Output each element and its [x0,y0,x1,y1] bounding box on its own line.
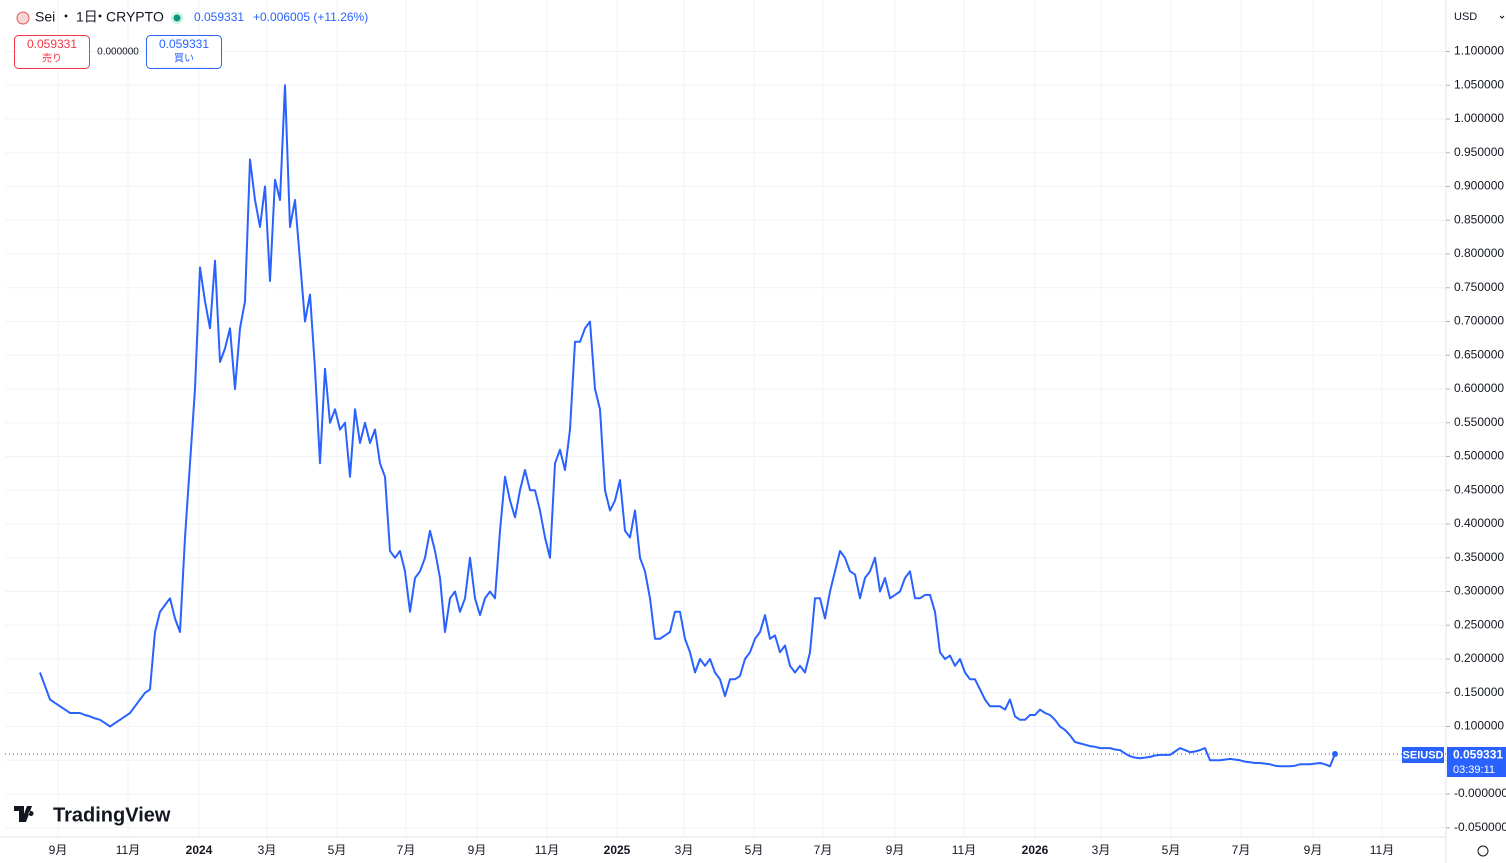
interval: 1日 [76,9,98,25]
plot [5,84,1446,768]
x-tick-label: 9月 [49,843,68,857]
currency-caret[interactable] [1499,15,1505,19]
x-tick-label: 5月 [745,843,764,857]
x-tick-label: 3月 [1092,843,1111,857]
y-tick-label: 1.100000 [1454,44,1504,58]
y-tick-label: 0.200000 [1454,651,1504,665]
sell-label[interactable]: 売り [42,52,62,65]
x-tick-label: 9月 [1304,843,1323,857]
x-tick-label: 2024 [186,843,213,857]
x-tick-label: 9月 [468,843,487,857]
last-price-dot [1332,750,1338,757]
y-tick-label: 0.100000 [1454,719,1504,733]
header-price: 0.059331 [194,10,244,24]
y-tick-label: 0.250000 [1454,617,1504,631]
y-tick-label: 0.500000 [1454,449,1504,463]
spread: 0.000000 [97,47,139,58]
y-tick-label: 0.650000 [1454,347,1504,361]
y-tick-label: 0.750000 [1454,280,1504,294]
status-dot [173,14,181,22]
axes: 1.100000 1.050000 1.000000 0.950000 0.900000… [49,44,1506,857]
grid [5,0,1446,837]
x-tick-label: 11月 [952,843,976,857]
currency[interactable]: USD [1454,11,1477,23]
x-tick-label: 7月 [1232,843,1251,857]
y-tick-label: 0.800000 [1454,246,1504,260]
y-tick-label: 0.350000 [1454,550,1504,564]
logo-icon [14,806,34,822]
x-tick-label: 2026 [1022,843,1049,857]
x-tick-label: 2025 [604,843,631,857]
x-tick-label: 11月 [535,843,559,857]
exchange: CRYPTO [106,9,164,25]
y-tick-label: 0.400000 [1454,516,1504,530]
y-tick-label: -0.050000 [1454,820,1506,834]
separator: ・ [93,9,107,25]
y-tick-label: 0.150000 [1454,685,1504,699]
symbol-icon [16,11,30,25]
sell-button[interactable] [14,35,90,69]
y-tick-label: -0.000000 [1454,786,1506,800]
buy-button[interactable] [146,35,222,69]
header-change: +0.006005 (+11.26%) [253,10,368,24]
x-tick-label: 3月 [675,843,694,857]
x-tick-label: 11月 [116,843,140,857]
y-tick-label: 0.900000 [1454,179,1504,193]
symbol-tag-text: SEIUSD [1403,749,1444,761]
x-tick-label: 7月 [814,843,833,857]
y-tick-label: 0.550000 [1454,415,1504,429]
price-tag-text: 0.059331 [1453,748,1503,762]
countdown: 03:39:11 [1453,764,1495,776]
x-tick-label: 9月 [886,843,905,857]
separator: ・ [59,9,73,25]
sell-price[interactable]: 0.059331 [27,37,77,51]
x-tick-label: 5月 [328,843,347,857]
buy-price[interactable]: 0.059331 [159,37,209,51]
x-tick-label: 5月 [1162,843,1181,857]
x-tick-label: 3月 [258,843,277,857]
y-tick-label: 1.050000 [1454,77,1504,91]
y-tick-label: 0.850000 [1454,212,1504,226]
price-line [39,84,1336,768]
y-tick-label: 0.700000 [1454,314,1504,328]
y-tick-label: 0.300000 [1454,584,1504,598]
x-tick-label: 11月 [1370,843,1394,857]
price-tag [1447,747,1506,777]
settings-icon[interactable] [1477,845,1489,857]
y-tick-label: 1.000000 [1454,111,1504,125]
x-tick-label: 7月 [397,843,416,857]
y-tick-label: 0.600000 [1454,381,1504,395]
symbol: Sei [35,9,55,25]
y-tick-label: 0.450000 [1454,482,1504,496]
symbol-tag [1402,747,1444,763]
y-tick-label: 0.950000 [1454,145,1504,159]
buy-label[interactable]: 買い [174,53,194,65]
logo-text: TradingView [53,804,171,826]
